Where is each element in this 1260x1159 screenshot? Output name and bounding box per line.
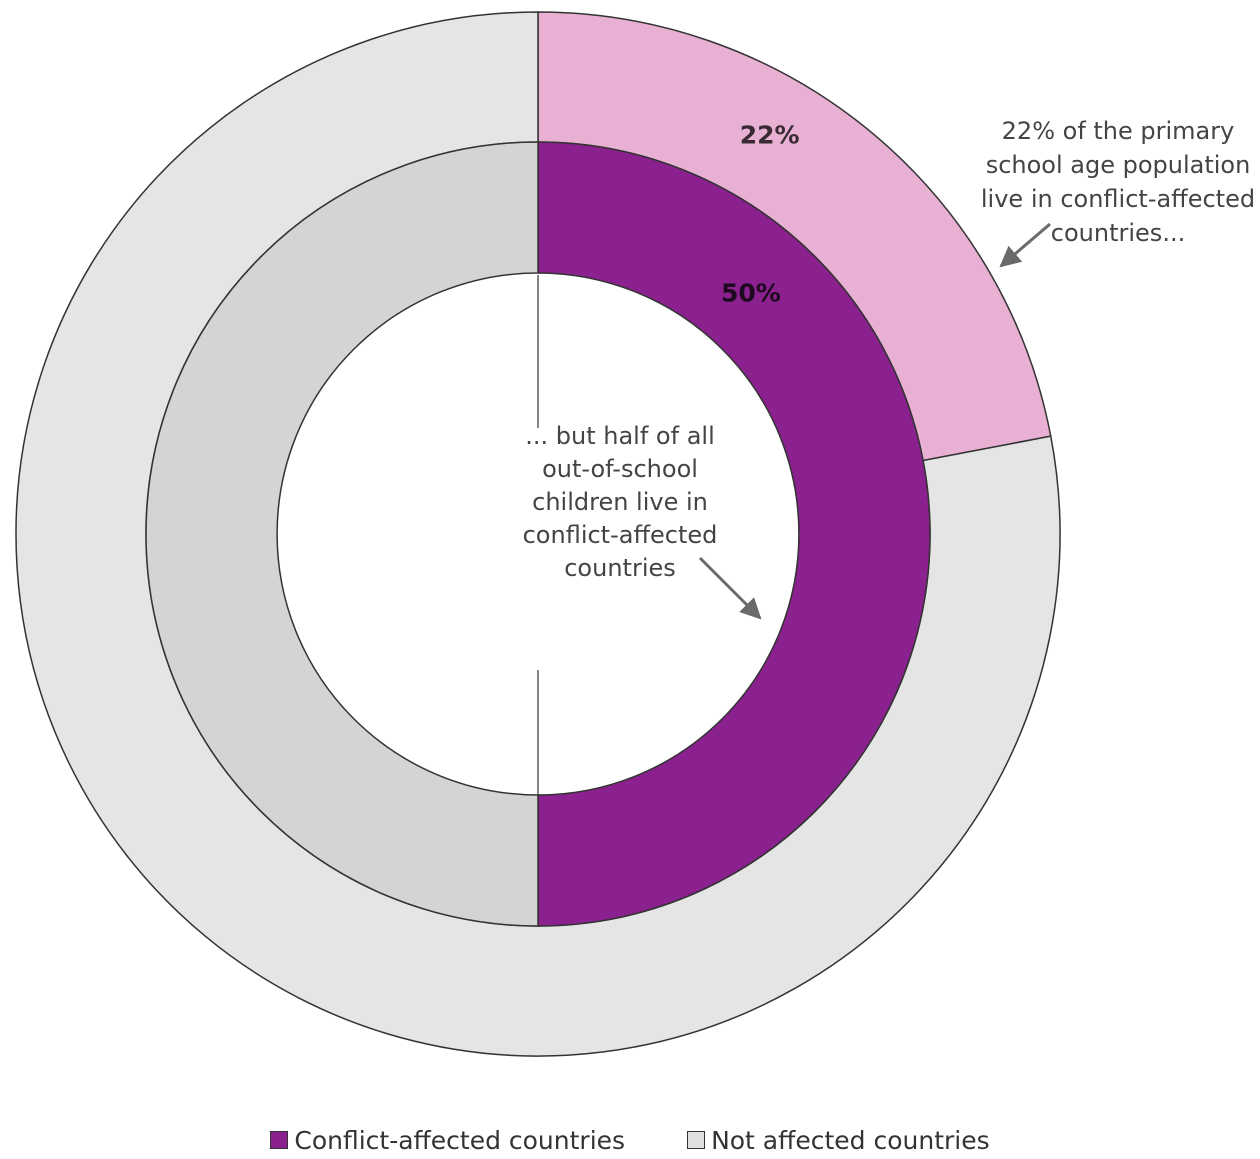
outer-annotation: 22% of the primary school age population l… [981,117,1255,247]
nested-donut-chart: 22% 50% 22% of the primary school age popu… [15,11,1255,1057]
inner-slice-not-affected-countries [145,141,539,927]
legend-swatch-conflict-affected [270,1131,289,1149]
annotation-line: countries [564,554,676,582]
annotation-line: live in conflict-affected [981,185,1255,213]
annotation-line: school age population [986,151,1251,179]
annotation-line: ... but half of all [525,422,714,450]
annotation-line: countries... [1051,219,1185,247]
inner-annotation-arrow [698,556,762,620]
legend-label-not-affected: Not affected countries [711,1125,990,1155]
inner-ring [145,141,931,927]
annotation-line: 22% of the primary [1002,117,1235,145]
legend-item-conflict-affected: Conflict-affected countries [270,1126,625,1155]
annotation-line: children live in [532,488,708,516]
slice-labels: 22% 50% [721,120,800,307]
outer-annotation-arrow [999,222,1051,268]
annotation-line: conflict-affected [523,521,718,549]
inner-slice-label: 50% [721,278,781,307]
legend-label-conflict-affected: Conflict-affected countries [294,1125,626,1155]
annotation-line: out-of-school [542,455,698,483]
inner-annotation: ... but half of all out-of-school children… [523,422,718,582]
outer-slice-label: 22% [740,120,800,149]
legend-item-not-affected: Not affected countries [687,1126,990,1155]
legend-swatch-not-affected [687,1131,706,1149]
legend: Conflict-affected countries Not affected… [0,1122,1260,1158]
inner-slice-conflict-affected-countries [537,141,931,927]
